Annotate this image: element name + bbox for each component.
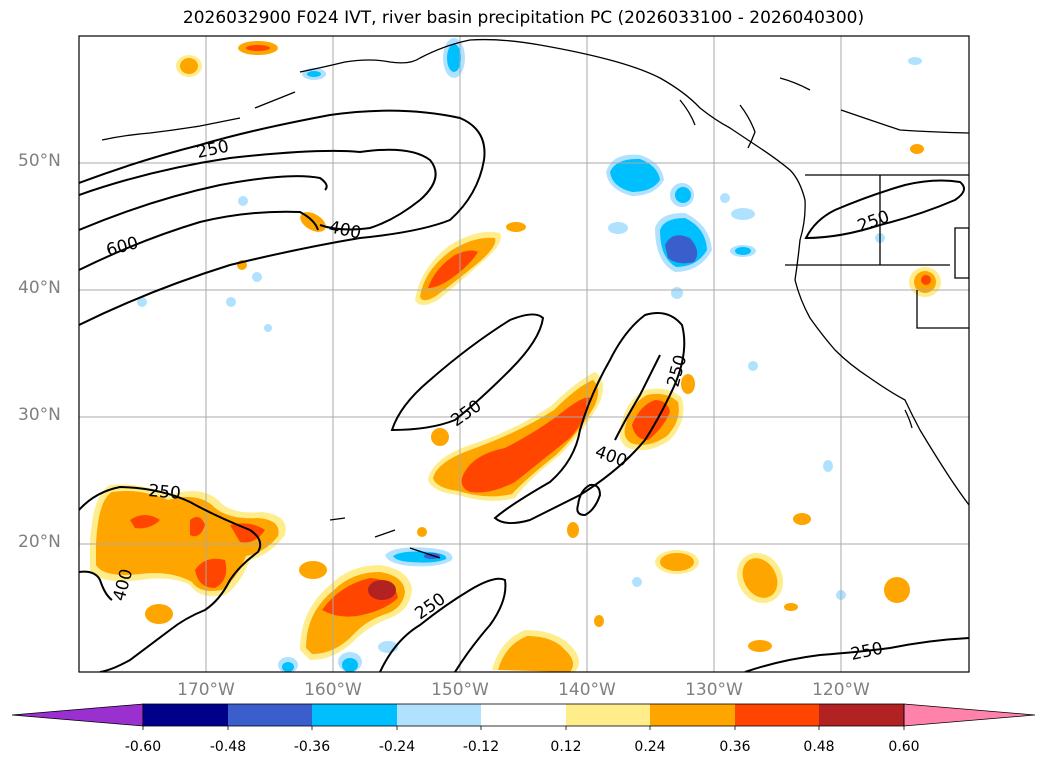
colorbar-bin [143, 704, 228, 726]
lon-label-140w: 140°W [558, 680, 616, 700]
contour-label: 250 [411, 589, 449, 624]
lon-label-160w: 160°W [304, 680, 362, 700]
colorbar [11, 703, 1036, 730]
colorbar-bin [228, 704, 312, 726]
colorbar-tick-label: 0.24 [634, 739, 666, 755]
colorbar-tick-label: 0.60 [888, 739, 920, 755]
colorbar-bin [397, 704, 481, 726]
colorbar-tick-label: -0.12 [462, 739, 500, 755]
contour-label: 250 [855, 207, 892, 237]
colorbar-extend-low [11, 703, 144, 727]
lat-label-20n: 20°N [18, 532, 61, 552]
contour-label: 250 [447, 396, 485, 431]
lat-label-30n: 30°N [18, 405, 61, 425]
contour-label: 600 [104, 233, 141, 261]
colorbar-tick-label: -0.60 [124, 739, 162, 755]
coastlines [101, 38, 969, 559]
lon-label-130w: 130°W [685, 680, 743, 700]
precip-shading [90, 38, 941, 672]
colorbar-tick-label: 0.36 [719, 739, 751, 755]
map-title: 2026032900 F024 IVT, river basin precipi… [182, 8, 865, 28]
ivt-contours [79, 109, 969, 672]
contour-label: 250 [148, 481, 182, 504]
contour-label: 250 [849, 639, 885, 665]
colorbar-bin [735, 704, 819, 726]
colorbar-bin [566, 704, 650, 726]
colorbar-bin [481, 704, 566, 726]
colorbar-tick-label: 0.12 [550, 739, 582, 755]
colorbar-tick-label: -0.24 [378, 739, 416, 755]
colorbar-tick-label: -0.48 [209, 739, 247, 755]
lat-label-50n: 50°N [18, 151, 61, 171]
colorbar-bin [312, 704, 397, 726]
lon-label-170w: 170°W [177, 680, 235, 700]
contour-label: 400 [592, 442, 629, 472]
colorbar-tick-label: -0.36 [293, 739, 331, 755]
map-frame [78, 35, 970, 673]
lon-label-120w: 120°W [812, 680, 870, 700]
colorbar-tick-label: 0.48 [803, 739, 835, 755]
lon-label-150w: 150°W [431, 680, 489, 700]
colorbar-bin [650, 704, 735, 726]
colorbar-extend-high [903, 703, 1036, 727]
contour-label: 400 [327, 217, 363, 243]
colorbar-bin [819, 704, 904, 726]
graticule [79, 36, 969, 672]
lat-label-40n: 40°N [18, 278, 61, 298]
